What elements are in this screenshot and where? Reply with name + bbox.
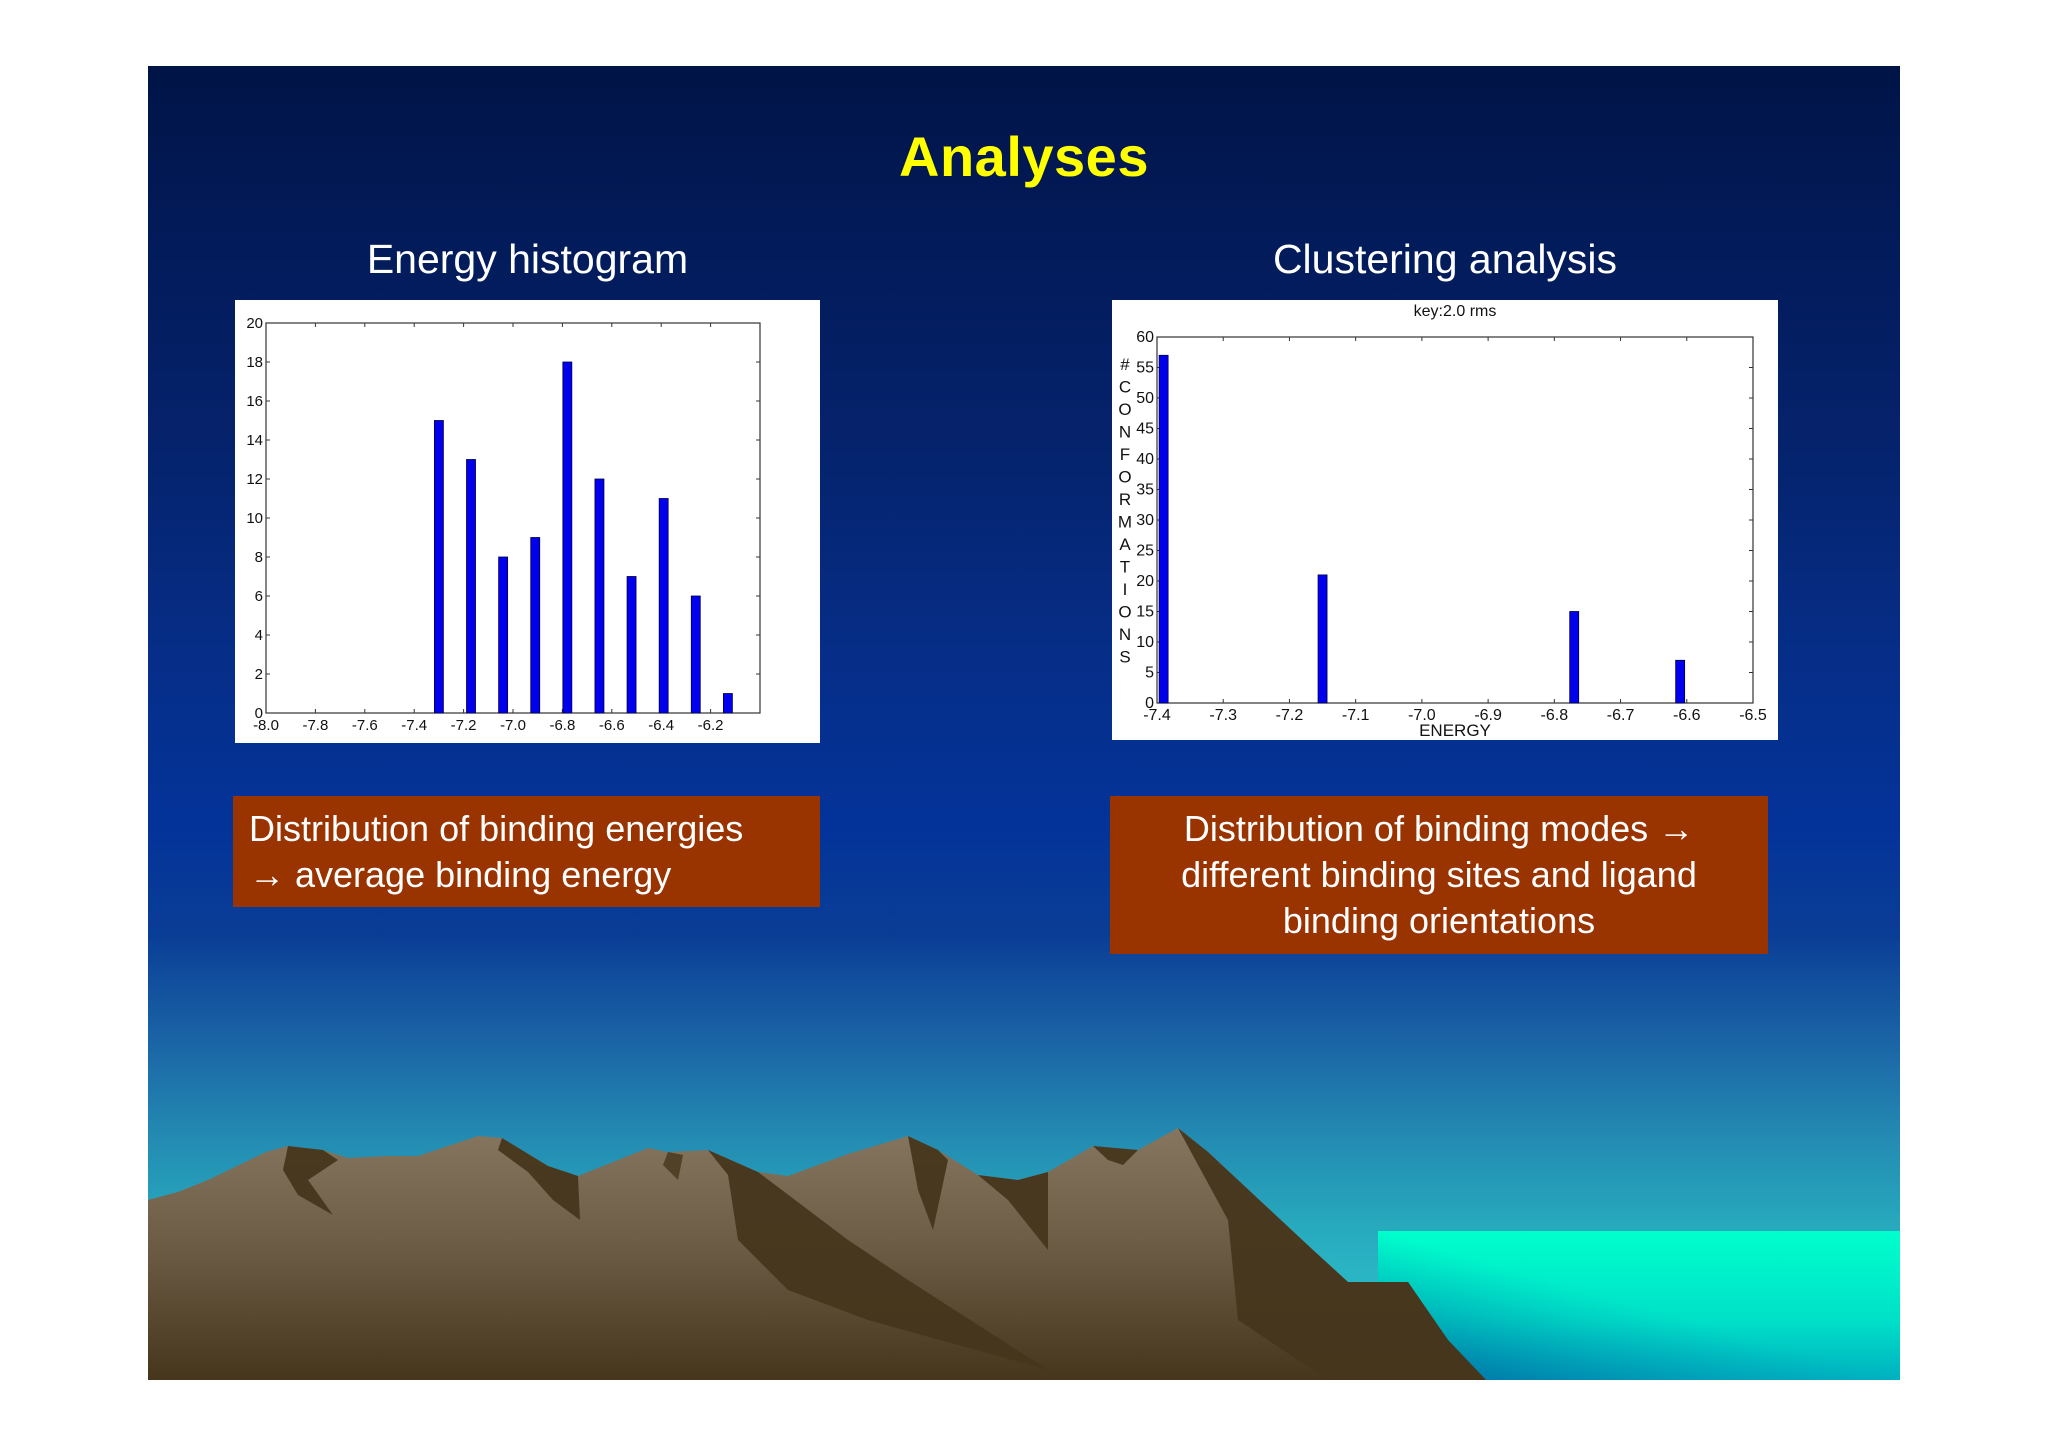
slide-title: Analyses <box>899 125 1149 188</box>
y-axis-label-letter: S <box>1119 648 1130 667</box>
y-axis-label-letter: O <box>1118 468 1131 487</box>
x-tick-label: -6.5 <box>1739 707 1767 724</box>
y-axis-label-letter: A <box>1119 535 1131 554</box>
bar <box>1158 354 1169 704</box>
y-axis-label-letter: T <box>1120 558 1130 577</box>
x-tick-label: -7.0 <box>500 717 526 734</box>
caption-line: → average binding energy <box>249 854 672 895</box>
x-tick-label: -7.8 <box>302 717 328 734</box>
chart-title: key:2.0 rms <box>1414 303 1497 320</box>
x-tick-label: -7.1 <box>1342 707 1370 724</box>
caption-line: binding orientations <box>1282 900 1596 941</box>
y-axis-label-letter: R <box>1119 490 1131 509</box>
y-axis-label-letter: O <box>1118 603 1131 622</box>
y-tick-label: 2 <box>255 666 263 683</box>
y-tick-label: 25 <box>1136 543 1154 560</box>
energy-histogram-plot: 0 2 4 6 8 10 12 14 16 18 20 -8.0 -7.8 -7.6 -7.4 -7.2 -7.… <box>246 315 761 734</box>
bar <box>433 420 444 714</box>
y-axis-label-letter: N <box>1119 625 1131 644</box>
y-tick-label: 0 <box>1145 695 1154 712</box>
x-tick-label: -6.6 <box>599 717 625 734</box>
energy-histogram-chart: 0 2 4 6 8 10 12 14 16 18 20 -8.0 -7.8 -7.6 -7.4 -7.2 -7.… <box>235 300 820 743</box>
mountain-landscape-decoration <box>148 1128 1900 1380</box>
x-tick-label: -6.4 <box>648 717 674 734</box>
y-axis-label-letter: # <box>1120 355 1130 374</box>
x-axis-label: ENERGY <box>1419 721 1491 740</box>
bar <box>1675 659 1686 704</box>
y-tick-label: 50 <box>1136 390 1154 407</box>
y-tick-label: 60 <box>1136 329 1154 346</box>
bar <box>562 361 573 714</box>
energy-histogram-caption: Distribution of binding energies → avera… <box>233 796 820 907</box>
x-tick-label: -7.2 <box>451 717 477 734</box>
y-tick-label: 45 <box>1136 421 1154 438</box>
y-tick-label: 5 <box>1145 665 1154 682</box>
y-tick-label: 16 <box>246 393 263 410</box>
x-tick-label: -6.8 <box>1541 707 1569 724</box>
y-tick-label: 6 <box>255 588 263 605</box>
y-tick-label: 20 <box>1136 573 1154 590</box>
clustering-analysis-plot: 0 5 10 15 20 25 30 35 40 45 50 55 60 -7.4 -7.3 -7.2 -7.1… <box>1118 303 1767 740</box>
bar <box>658 498 669 714</box>
bar <box>1317 574 1328 704</box>
y-tick-label: 18 <box>246 354 263 371</box>
x-tick-label: -6.8 <box>549 717 575 734</box>
energy-histogram-heading: Energy histogram <box>366 236 689 282</box>
x-tick-label: -7.0 <box>1408 707 1436 724</box>
clustering-analysis-chart: 0 5 10 15 20 25 30 35 40 45 50 55 60 -7.4 -7.3 -7.2 -7.1… <box>1112 300 1778 740</box>
y-tick-label: 8 <box>255 549 263 566</box>
y-axis-label-letter: O <box>1118 400 1131 419</box>
y-axis-label-letter: F <box>1120 445 1130 464</box>
x-tick-label: -7.3 <box>1209 707 1237 724</box>
slide: Analyses Energy histogram Clustering ana… <box>148 66 1900 1380</box>
y-tick-label: 10 <box>246 510 263 527</box>
y-tick-label: 0 <box>255 705 263 722</box>
plot-frame <box>265 322 761 714</box>
bar <box>690 595 701 714</box>
bar <box>530 537 541 714</box>
plot-frame <box>1156 336 1754 704</box>
y-tick-label: 40 <box>1136 451 1154 468</box>
caption-line: Distribution of binding energies <box>249 808 744 849</box>
bar <box>626 576 637 714</box>
bar <box>722 693 733 714</box>
bar <box>466 459 476 714</box>
y-tick-label: 14 <box>246 432 263 449</box>
x-tick-label: -6.2 <box>698 717 724 734</box>
x-tick-label: -6.9 <box>1474 707 1502 724</box>
caption-line: different binding sites and ligand <box>1181 854 1697 895</box>
caption-line: Distribution of binding modes → <box>1183 808 1695 849</box>
x-tick-label: -8.0 <box>253 717 279 734</box>
clustering-analysis-heading: Clustering analysis <box>1272 236 1618 282</box>
bar <box>1569 611 1580 704</box>
x-tick-label: -7.4 <box>401 717 427 734</box>
x-tick-label: -7.2 <box>1276 707 1304 724</box>
y-tick-label: 4 <box>255 627 263 644</box>
clustering-analysis-caption: Distribution of binding modes → differen… <box>1110 796 1768 954</box>
y-tick-label: 15 <box>1136 604 1154 621</box>
x-tick-label: -6.7 <box>1607 707 1635 724</box>
x-tick-label: -7.6 <box>352 717 378 734</box>
y-tick-label: 30 <box>1136 512 1154 529</box>
x-tick-label: -6.6 <box>1673 707 1701 724</box>
y-tick-label: 35 <box>1136 482 1154 499</box>
y-axis-label-letter: C <box>1119 378 1131 397</box>
bar <box>594 478 605 714</box>
y-tick-label: 12 <box>246 471 263 488</box>
y-tick-label: 55 <box>1136 360 1154 377</box>
y-axis-label-letter: M <box>1118 513 1132 532</box>
bar <box>498 556 509 714</box>
y-axis-label-letter: I <box>1123 580 1128 599</box>
x-tick-label: -7.4 <box>1143 707 1171 724</box>
y-tick-label: 20 <box>246 315 263 332</box>
y-axis-label-letter: N <box>1119 423 1131 442</box>
y-tick-label: 10 <box>1136 634 1154 651</box>
